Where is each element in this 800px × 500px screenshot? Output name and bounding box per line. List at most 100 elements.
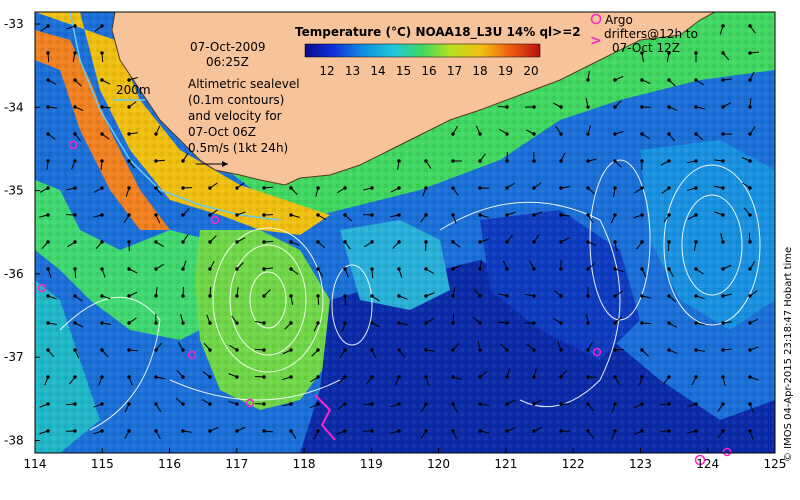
velocity-arrow-tail <box>73 240 77 244</box>
colorbar-tick-label: 17 <box>447 64 462 78</box>
velocity-arrow-tail <box>451 294 455 298</box>
velocity-arrow-tail <box>46 213 50 217</box>
velocity-arrow-tail <box>73 186 77 190</box>
velocity-arrow-tail <box>586 132 590 136</box>
velocity-arrow-tail <box>667 375 671 379</box>
velocity-arrow-tail <box>667 402 671 406</box>
velocity-arrow-tail <box>748 294 752 298</box>
velocity-arrow-tail <box>451 132 455 136</box>
velocity-arrow-tail <box>640 267 644 271</box>
velocity-arrow-tail <box>586 375 590 379</box>
velocity-arrow-tail <box>667 267 671 271</box>
velocity-arrow-tail <box>208 267 212 271</box>
velocity-arrow-tail <box>73 402 77 406</box>
velocity-arrow-tail <box>640 78 644 82</box>
velocity-arrow-tail <box>46 78 50 82</box>
velocity-arrow-tail <box>694 51 698 55</box>
velocity-arrow-tail <box>154 159 158 163</box>
velocity-arrow-tail <box>46 429 50 433</box>
velocity-arrow-tail <box>748 402 752 406</box>
velocity-arrow-tail <box>397 429 401 433</box>
velocity-arrow-tail <box>73 429 77 433</box>
velocity-arrow-tail <box>397 240 401 244</box>
velocity-arrow-tail <box>46 51 50 55</box>
velocity-arrow-tail <box>532 429 536 433</box>
velocity-arrow-tail <box>721 51 725 55</box>
velocity-arrow-tail <box>46 321 50 325</box>
velocity-arrow-tail <box>721 402 725 406</box>
velocity-arrow-tail <box>748 267 752 271</box>
velocity-arrow-tail <box>181 240 185 244</box>
map-time: 06:25Z <box>206 55 249 69</box>
velocity-arrow-tail <box>559 213 563 217</box>
velocity-arrow-tail <box>694 294 698 298</box>
velocity-arrow-tail <box>505 186 509 190</box>
velocity-arrow-tail <box>694 213 698 217</box>
velocity-arrow-tail <box>289 321 293 325</box>
velocity-arrow-tail <box>262 267 266 271</box>
x-tick-label: 124 <box>696 457 719 471</box>
isobath-200m <box>69 11 281 221</box>
velocity-arrow-tail <box>586 267 590 271</box>
colorbar-tick-label: 18 <box>472 64 487 78</box>
velocity-arrow-tail <box>181 186 185 190</box>
velocity-arrow-tail <box>586 348 590 352</box>
velocity-arrow-tail <box>505 267 509 271</box>
velocity-arrow-tail <box>532 321 536 325</box>
velocity-arrow-tail <box>289 294 293 298</box>
velocity-arrow-tail <box>586 402 590 406</box>
velocity-arrow-tail <box>640 402 644 406</box>
velocity-arrow-tail <box>397 159 401 163</box>
velocity-arrow-tail <box>613 78 617 82</box>
velocity-arrow-tail <box>100 402 104 406</box>
svg-text:Altimetric sealevel: Altimetric sealevel <box>188 77 300 91</box>
velocity-arrow-tail <box>127 186 131 190</box>
velocity-arrow-tail <box>46 24 50 28</box>
velocity-arrow-tail <box>208 294 212 298</box>
velocity-arrow-tail <box>127 78 131 82</box>
velocity-arrow-tail <box>613 375 617 379</box>
velocity-arrow-tail <box>316 294 320 298</box>
argo-marker <box>694 454 706 466</box>
velocity-arrow-tail <box>694 348 698 352</box>
velocity-arrow-tail <box>370 429 374 433</box>
x-tick-label: 114 <box>24 457 47 471</box>
velocity-arrow-tail <box>127 294 131 298</box>
velocity-arrow-tail <box>397 213 401 217</box>
velocity-arrow-tail <box>667 132 671 136</box>
velocity-arrow-tail <box>46 159 50 163</box>
velocity-arrow-tail <box>640 213 644 217</box>
y-tick-label: -36 <box>4 267 24 281</box>
velocity-arrow-tail <box>667 429 671 433</box>
velocity-arrow-tail <box>532 132 536 136</box>
y-tick-label: -35 <box>4 184 24 198</box>
velocity-arrow-tail <box>748 186 752 190</box>
velocity-arrow-tail <box>559 159 563 163</box>
x-tick-label: 117 <box>225 457 248 471</box>
velocity-arrow-tail <box>289 186 293 190</box>
velocity-arrow-tail <box>532 159 536 163</box>
velocity-arrow-tail <box>478 429 482 433</box>
velocity-arrow-tail <box>532 240 536 244</box>
velocity-arrow-tail <box>73 213 77 217</box>
velocity-arrow-tail <box>370 240 374 244</box>
velocity-arrow-tail <box>505 213 509 217</box>
velocity-arrow-tail <box>370 348 374 352</box>
velocity-arrow-tail <box>289 213 293 217</box>
velocity-arrow-tail <box>748 78 752 82</box>
velocity-arrow-tail <box>289 375 293 379</box>
velocity-arrow-tail <box>505 348 509 352</box>
velocity-arrow-tail <box>316 267 320 271</box>
velocity-arrow-tail <box>154 186 158 190</box>
velocity-arrow-tail <box>694 267 698 271</box>
velocity-arrow-tail <box>478 375 482 379</box>
velocity-arrow-tail <box>262 240 266 244</box>
velocity-arrow-tail <box>721 429 725 433</box>
velocity-arrow-tail <box>397 186 401 190</box>
velocity-arrow-tail <box>208 240 212 244</box>
velocity-arrow-tail <box>73 24 77 28</box>
velocity-arrow-tail <box>289 267 293 271</box>
velocity-arrow-tail <box>667 213 671 217</box>
velocity-arrow-tail <box>127 348 131 352</box>
